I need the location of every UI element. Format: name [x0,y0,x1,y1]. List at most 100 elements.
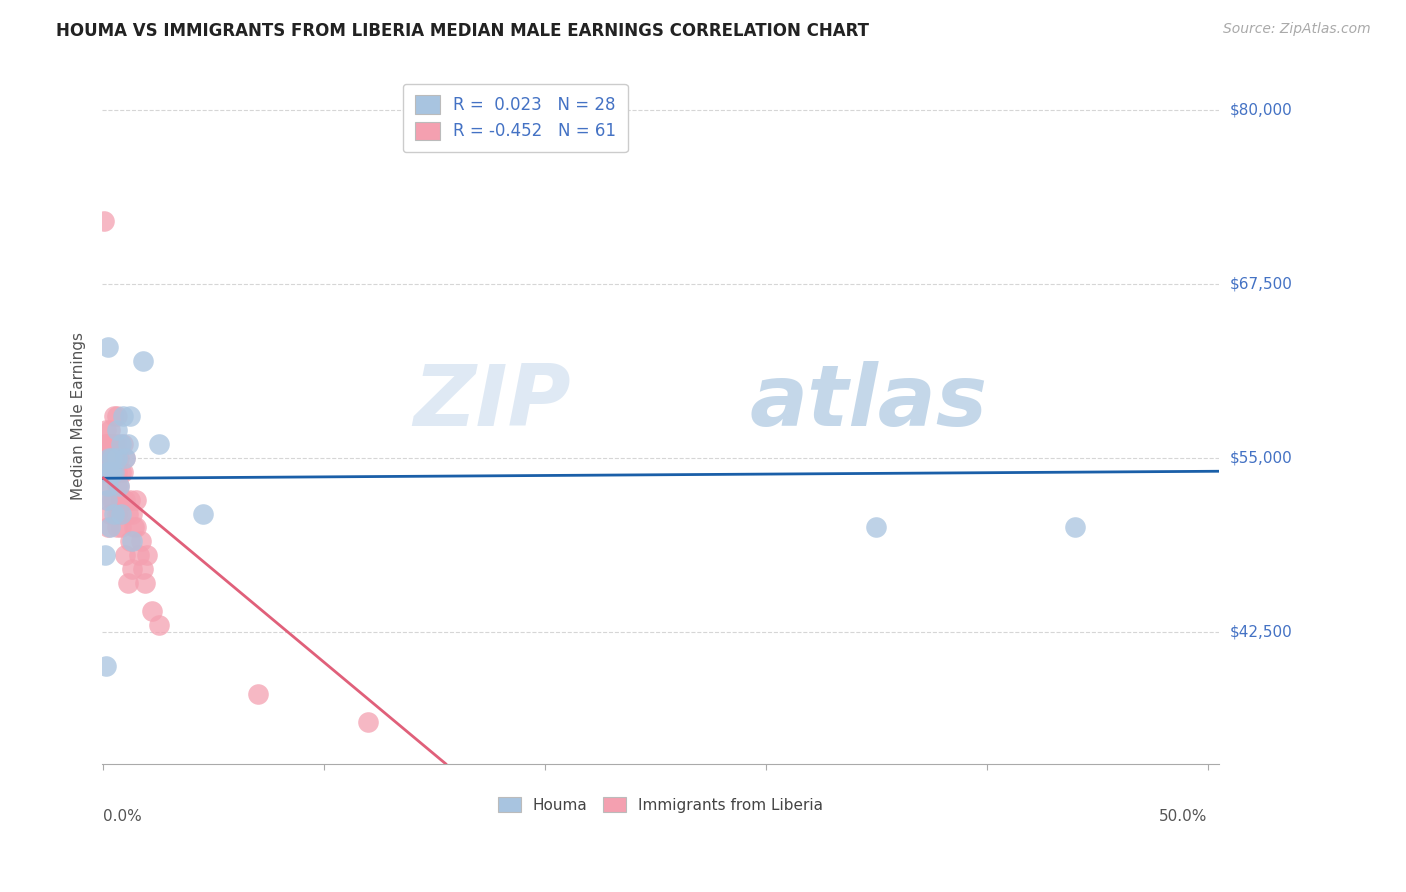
Point [103,492,125,507]
Point [94,450,117,465]
Text: atlas: atlas [749,360,988,444]
Point [97,465,120,479]
Point [101,492,124,507]
Point [97,340,120,354]
Text: ZIP: ZIP [413,360,571,444]
Text: $42,500: $42,500 [1230,624,1292,640]
Point [117,576,139,591]
Point [97,450,120,465]
Point [112,409,135,424]
Point [105,450,128,465]
Point [122,520,145,534]
Point [129,534,152,549]
Point [112,437,135,451]
Point [121,507,143,521]
Point [117,437,139,451]
Point [98,465,121,479]
Point [105,423,128,437]
Point [191,507,214,521]
Point [98,437,121,451]
Point [103,465,125,479]
Point [94,423,117,437]
Point [103,507,125,521]
Point [121,562,143,576]
Text: HOUMA VS IMMIGRANTS FROM LIBERIA MEDIAN MALE EARNINGS CORRELATION CHART: HOUMA VS IMMIGRANTS FROM LIBERIA MEDIAN … [56,22,869,40]
Point [98,423,121,437]
Point [357,715,380,730]
Point [93,214,115,228]
Point [97,479,120,493]
Point [103,450,125,465]
Point [125,492,148,507]
Point [105,507,128,521]
Point [132,562,155,576]
Point [110,465,132,479]
Point [103,465,125,479]
Point [114,492,136,507]
Point [125,520,148,534]
Point [96,492,118,507]
Point [101,465,124,479]
Y-axis label: Median Male Earnings: Median Male Earnings [72,332,86,500]
Point [101,437,124,451]
Point [98,520,121,534]
Point [128,548,150,562]
Point [94,548,117,562]
Point [114,548,136,562]
Point [110,520,132,534]
Point [865,520,887,534]
Point [134,576,156,591]
Point [110,437,132,451]
Text: 0.0%: 0.0% [103,809,142,824]
Point [105,479,128,493]
Point [97,450,120,465]
Point [121,534,143,549]
Point [114,450,136,465]
Point [105,437,128,451]
Point [107,479,129,493]
Point [107,450,129,465]
Point [1064,520,1087,534]
Text: $80,000: $80,000 [1230,103,1292,118]
Text: $67,500: $67,500 [1230,277,1292,292]
Point [117,507,139,521]
Point [101,450,124,465]
Point [105,520,128,534]
Point [94,659,117,673]
Text: $55,000: $55,000 [1230,450,1292,466]
Point [118,534,141,549]
Point [98,465,121,479]
Point [105,465,128,479]
Point [148,617,170,632]
Point [112,492,135,507]
Point [103,409,125,424]
Point [98,507,121,521]
Point [112,465,135,479]
Text: Source: ZipAtlas.com: Source: ZipAtlas.com [1223,22,1371,37]
Point [107,507,129,521]
Point [103,437,125,451]
Point [148,437,170,451]
Point [132,353,155,368]
Point [136,548,159,562]
Point [101,450,124,465]
Point [96,437,118,451]
Point [94,437,117,451]
Point [98,450,121,465]
Point [97,520,120,534]
Point [96,465,118,479]
Point [105,409,128,424]
Point [141,604,163,618]
Point [101,465,124,479]
Point [94,465,117,479]
Point [114,450,136,465]
Point [246,687,269,701]
Text: 50.0%: 50.0% [1159,809,1208,824]
Point [97,479,120,493]
Point [110,507,132,521]
Point [107,479,129,493]
Point [96,492,118,507]
Point [118,492,141,507]
Legend: Houma, Immigrants from Liberia: Houma, Immigrants from Liberia [492,790,830,819]
Point [110,492,132,507]
